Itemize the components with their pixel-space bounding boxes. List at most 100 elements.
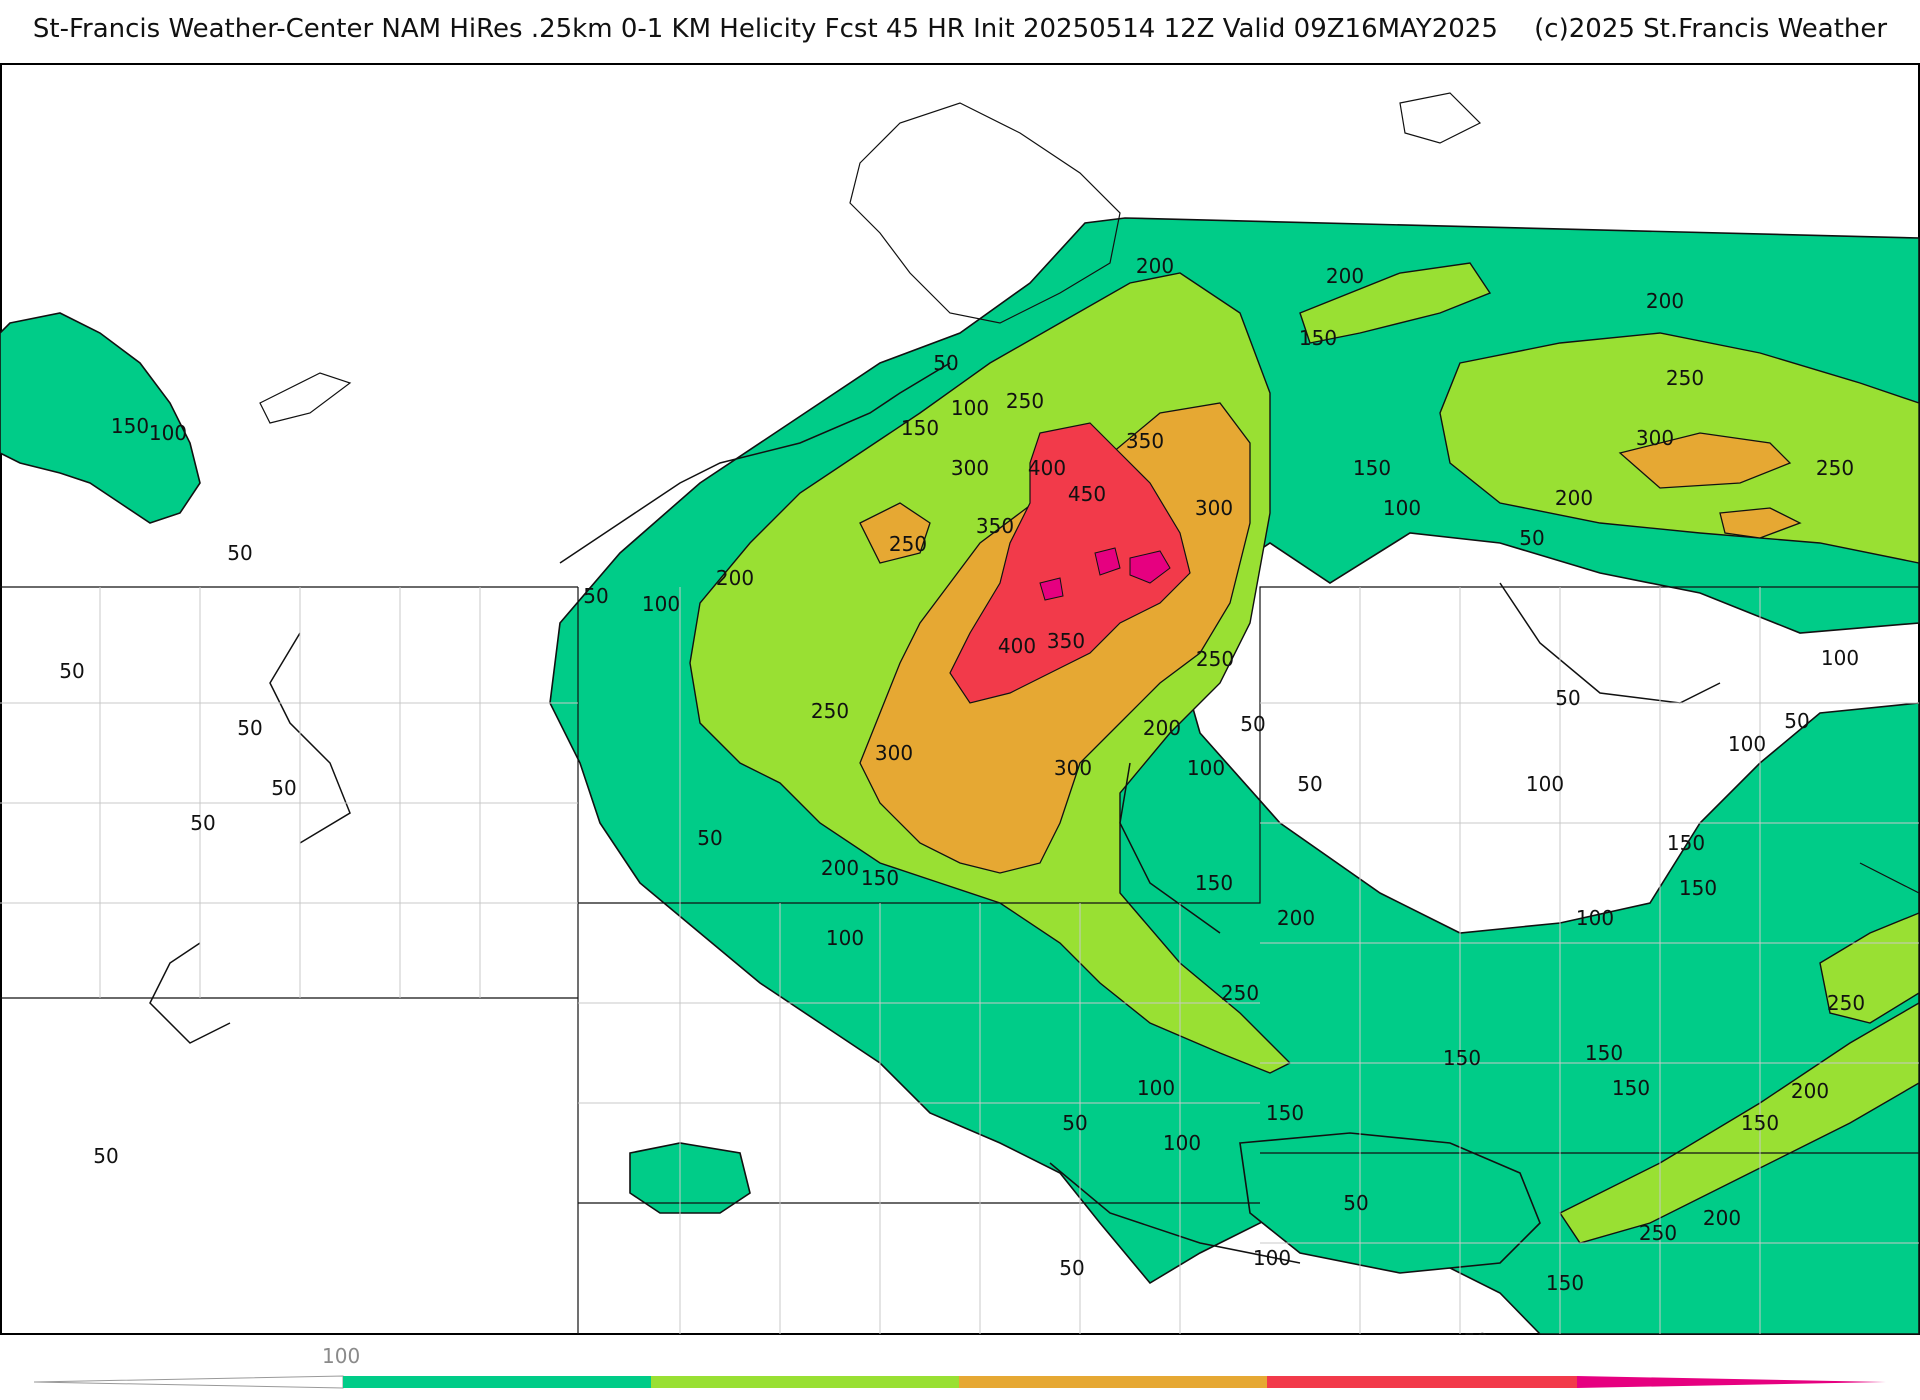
red-core: [949, 422, 1191, 704]
contour-labels: 200 200 200 150 50 250 100 150 350 250 3…: [59, 254, 1865, 1335]
colorbar-segment-100-200: [343, 1376, 651, 1388]
contour-label: 100: [826, 926, 864, 950]
contour-label: 50: [1297, 772, 1322, 796]
band-gt-500: [1039, 547, 1171, 601]
contour-label: 250: [1666, 366, 1704, 390]
contour-label: 250: [811, 699, 849, 723]
contour-label: 300: [1636, 426, 1674, 450]
contour-label: 300: [1054, 756, 1092, 780]
contour-label: 50: [1519, 526, 1544, 550]
contour-label: 250: [1639, 1221, 1677, 1245]
orange-northeast-streak: [1618, 432, 1792, 489]
contour-label: 50: [59, 659, 84, 683]
contour-label: 150: [1679, 876, 1717, 900]
contour-label: 50: [697, 826, 722, 850]
colorbar-segment-lt100: [33, 1375, 344, 1389]
contour-label: 150: [1353, 456, 1391, 480]
contour-50-lines: [149, 362, 1721, 1264]
contour-label: 100: [1163, 1131, 1201, 1155]
contour-label: 100: [642, 592, 680, 616]
magenta-spot-3: [1039, 577, 1064, 601]
title-copyright: (c)2025 St.Francis Weather: [1534, 14, 1888, 44]
yellowgreen-north-strip: [1299, 262, 1492, 344]
magenta-spot-2: [1129, 550, 1171, 584]
contour-label: 250: [1196, 647, 1234, 671]
contour-label: 400: [998, 634, 1036, 658]
contour-label: 100: [1821, 646, 1859, 670]
contour-label: 150: [1546, 1271, 1584, 1295]
green-west-blob: [0, 312, 201, 524]
contour-label: 50: [93, 1144, 118, 1168]
contour-label: 100: [1383, 496, 1421, 520]
contour-label: 250: [1006, 389, 1044, 413]
contour-label: 50: [1784, 709, 1809, 733]
contour-label: 350: [976, 514, 1014, 538]
contour-label: 250: [1221, 981, 1259, 1005]
band-400-500: [949, 422, 1191, 704]
contour-label: 200: [1277, 906, 1315, 930]
contour-label: 50: [1240, 712, 1265, 736]
contour-label: 100: [1526, 772, 1564, 796]
contour-label: 50: [1062, 1111, 1087, 1135]
contour-label: 100: [1728, 732, 1766, 756]
map-title: St-Francis Weather-Center NAM HiRes .25k…: [0, 14, 1920, 44]
colorbar-segment-200-300: [651, 1376, 959, 1388]
contour-label: 100: [1137, 1076, 1175, 1100]
contour-label: 50: [227, 541, 252, 565]
colorbar: [33, 1375, 1886, 1389]
contour-label: 150: [111, 414, 149, 438]
contour-label: 150: [1443, 1046, 1481, 1070]
contour-label: 150: [1195, 871, 1233, 895]
colorbar-segment-400-500: [1267, 1376, 1577, 1388]
contour-label: 50: [190, 811, 215, 835]
contour-label: 150: [1667, 831, 1705, 855]
contour-label: 50: [237, 716, 262, 740]
contour-label: 200: [1326, 264, 1364, 288]
county-lines: [0, 587, 1919, 1334]
contour-label: 100: [1187, 756, 1225, 780]
orange-west-knob: [859, 502, 931, 564]
contour-label: 100: [1576, 906, 1614, 930]
contour-label: 50: [1343, 1191, 1368, 1215]
colorbar-segment-300-400: [959, 1376, 1267, 1388]
contour-label: 250: [889, 532, 927, 556]
colorbar-segment-gt500: [1577, 1376, 1886, 1388]
contour-label: 150: [1266, 1101, 1304, 1125]
contour-label: 300: [1195, 496, 1233, 520]
contour-label: 200: [821, 856, 859, 880]
contour-label: 150: [861, 866, 899, 890]
contour-label: 150: [1585, 1041, 1623, 1065]
contour-label: 100: [951, 396, 989, 420]
yellowgreen-east-lobe: [1819, 911, 1920, 1024]
contour-label: 450: [1068, 482, 1106, 506]
contour-label: 150: [1741, 1111, 1779, 1135]
contour-label: 50: [1463, 1329, 1488, 1335]
contour-label: 200: [1136, 254, 1174, 278]
contour-label: 300: [951, 456, 989, 480]
contour-label: 350: [1047, 629, 1085, 653]
contour-label: 300: [875, 741, 913, 765]
contour-label: 150: [901, 416, 939, 440]
contour-label: 150: [1612, 1076, 1650, 1100]
contour-label: 200: [1143, 716, 1181, 740]
contour-label: 200: [1791, 1079, 1829, 1103]
contour-label: 50: [583, 584, 608, 608]
contour-label: 400: [1028, 456, 1066, 480]
contour-label: 200: [1646, 289, 1684, 313]
helicity-map: 200 200 200 150 50 250 100 150 350 250 3…: [0, 63, 1920, 1335]
contour-label: 100: [1253, 1246, 1291, 1270]
lake-outlines: [259, 92, 1482, 424]
contour-label: 50: [1059, 1256, 1084, 1280]
contour-label: 250: [1816, 456, 1854, 480]
colorbar-tick-label: 100: [322, 1344, 361, 1368]
title-main: St-Francis Weather-Center NAM HiRes .25k…: [32, 14, 1498, 44]
contour-label: 50: [271, 776, 296, 800]
contour-label: 250: [1827, 991, 1865, 1015]
contour-label: 50: [933, 351, 958, 375]
contour-label: 50: [1555, 686, 1580, 710]
contour-label: 200: [716, 566, 754, 590]
magenta-spot-1: [1094, 547, 1121, 576]
contour-label: 200: [1703, 1206, 1741, 1230]
contour-label: 350: [1126, 429, 1164, 453]
contour-label: 150: [1299, 326, 1337, 350]
